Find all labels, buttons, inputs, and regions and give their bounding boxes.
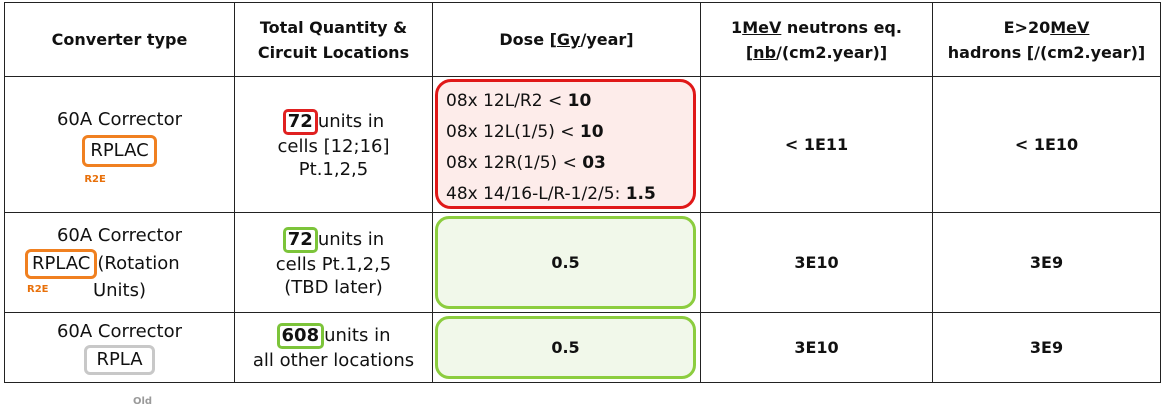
header-dose-prefix: Dose [ bbox=[499, 30, 557, 49]
quantity-cell: 608 units in all other locations bbox=[234, 312, 433, 383]
converter-name: 60A Corrector bbox=[56, 321, 183, 342]
quantity-line2: cells [12;16] bbox=[277, 135, 390, 157]
quantity-line1-rest: units in bbox=[324, 325, 391, 346]
converter-cell: 60A Corrector RPLAC (Rotation R2E Units) bbox=[4, 212, 235, 313]
neutrons-cell: 3E10 bbox=[700, 212, 933, 313]
quantity-line3: Pt.1,2,5 bbox=[298, 158, 369, 180]
converter-cell: 60A Corrector RPLA bbox=[4, 312, 235, 383]
converter-tag-wrap: RPLA bbox=[84, 343, 155, 375]
converter-cell: 60A Corrector RPLAC R2E bbox=[4, 76, 235, 213]
old-label: Old bbox=[133, 396, 153, 407]
converter-tag-wrap: RPLAC (Rotation R2E bbox=[5, 247, 234, 294]
quantity-line3: (TBD later) bbox=[284, 276, 383, 298]
hadrons-cell: < 1E10 bbox=[932, 76, 1161, 213]
hadrons-cell: 3E9 bbox=[932, 312, 1161, 383]
converter-name: 60A Corrector bbox=[56, 109, 183, 130]
header-hadrons-line2: hadrons [/(cm2.year)] bbox=[947, 42, 1146, 62]
hadrons-cell: 3E9 bbox=[932, 212, 1161, 313]
dose-line: 08x 12L/R2 < 10 bbox=[446, 91, 592, 111]
neutrons-cell: 3E10 bbox=[700, 312, 933, 383]
converter-small-label: R2E bbox=[84, 174, 106, 185]
header-neutrons-line2: [nb/(cm2.year)] bbox=[745, 42, 888, 62]
header-neutrons: 1MeV neutrons eq. [nb/(cm2.year)] bbox=[700, 2, 933, 77]
converter-line3: Units) bbox=[92, 279, 147, 301]
converter-name: 60A Corrector bbox=[56, 224, 183, 246]
quantity-cell: 72 units in cells [12;16] Pt.1,2,5 bbox=[234, 76, 433, 213]
header-hadrons: E>20MeV hadrons [/(cm2.year)] bbox=[932, 2, 1161, 77]
quantity-line1-rest: units in bbox=[317, 228, 385, 250]
header-quantity: Total Quantity & Circuit Locations bbox=[234, 2, 433, 77]
converter-tag-wrap: RPLAC R2E bbox=[82, 131, 157, 185]
table-row: 60A Corrector RPLA 608 units in all other… bbox=[4, 312, 1161, 383]
dose-line: 08x 12L(1/5) < 10 bbox=[446, 122, 604, 142]
header-row: Converter type Total Quantity & Circuit … bbox=[4, 2, 1161, 77]
dose-line: 48x 14/16-L/R-1/2/5: 1.5 bbox=[446, 184, 656, 204]
quantity-line2: all other locations bbox=[252, 350, 415, 371]
converter-tag-after: (Rotation bbox=[97, 252, 180, 274]
converter-small-label: R2E bbox=[27, 283, 49, 295]
dose-cell: 0.5 bbox=[432, 212, 701, 313]
quantity-line1: 72 units in bbox=[235, 226, 432, 253]
header-dose-unit: Gy bbox=[556, 30, 581, 49]
dose-cell: 08x 12L/R2 < 10 08x 12L(1/5) < 10 08x 12… bbox=[432, 76, 701, 213]
table-row: 60A Corrector RPLAC R2E 72 units in cells… bbox=[4, 76, 1161, 213]
table-row: 60A Corrector RPLAC (Rotation R2E Units) … bbox=[4, 212, 1161, 313]
dose-box: 0.5 bbox=[435, 216, 696, 309]
neutrons-cell: < 1E11 bbox=[700, 76, 933, 213]
converter-tag-box: RPLAC bbox=[82, 135, 157, 167]
dose-line: 08x 12R(1/5) < 03 bbox=[446, 153, 606, 173]
converter-tag-box: RPLA bbox=[84, 345, 155, 375]
quantity-line2: cells Pt.1,2,5 bbox=[275, 253, 392, 275]
dose-cell: 0.5 bbox=[432, 312, 701, 383]
converter-tag-box: RPLAC bbox=[25, 248, 98, 279]
quantity-number: 608 bbox=[276, 323, 325, 349]
header-converter-type: Converter type bbox=[4, 2, 235, 77]
dose-box: 0.5 bbox=[435, 316, 696, 379]
header-neutrons-line1: 1MeV neutrons eq. bbox=[731, 17, 902, 37]
quantity-line1-rest: units in bbox=[317, 110, 385, 132]
dose-box: 08x 12L/R2 < 10 08x 12L(1/5) < 10 08x 12… bbox=[435, 79, 696, 209]
header-quantity-line1: Total Quantity & bbox=[259, 17, 408, 37]
quantity-line1: 608 units in bbox=[235, 323, 432, 349]
quantity-line1: 72 units in bbox=[235, 108, 432, 135]
quantity-number: 72 bbox=[282, 108, 318, 135]
header-hadrons-line1: E>20MeV bbox=[1003, 17, 1090, 37]
quantity-cell: 72 units in cells Pt.1,2,5 (TBD later) bbox=[234, 212, 433, 313]
header-dose-suffix: /year] bbox=[580, 30, 634, 49]
header-dose: Dose [Gy/year] bbox=[432, 2, 701, 77]
converter-table: Converter type Total Quantity & Circuit … bbox=[4, 2, 1161, 383]
quantity-number: 72 bbox=[282, 226, 318, 253]
header-quantity-line2: Circuit Locations bbox=[257, 42, 410, 62]
